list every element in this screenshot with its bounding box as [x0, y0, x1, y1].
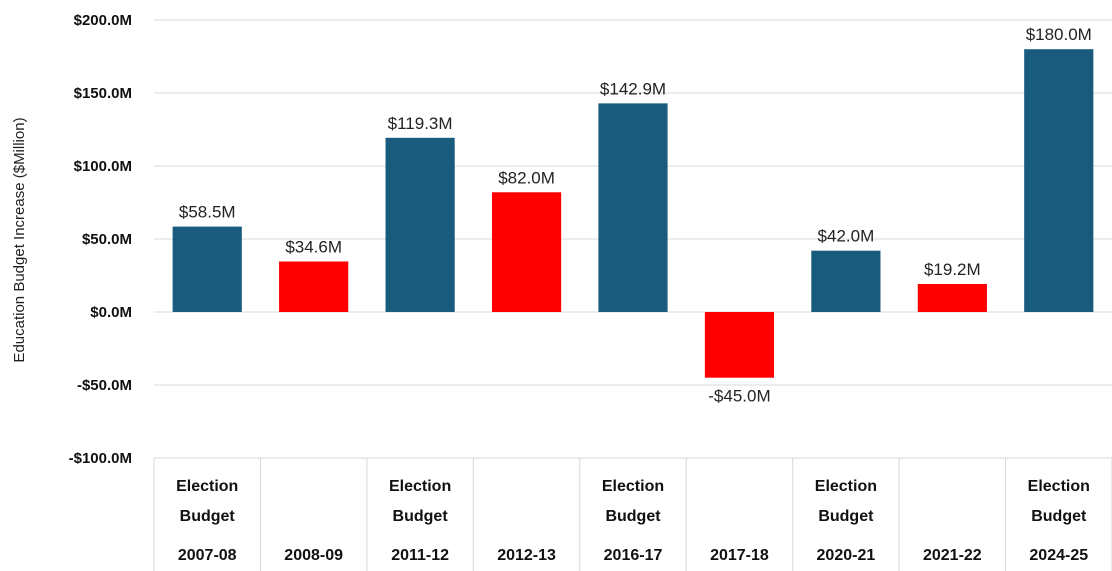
category-label: 2020-21: [817, 547, 876, 564]
bar-2011-12: [385, 137, 455, 312]
bar-2020-21: [811, 250, 881, 312]
category-label: 2011-12: [391, 547, 449, 564]
data-label: $34.6M: [285, 237, 342, 256]
group-label: Budget: [818, 508, 874, 525]
group-label: Budget: [1031, 508, 1087, 525]
group-label: Election: [389, 478, 451, 495]
data-label: $19.2M: [924, 260, 981, 279]
y-axis-label: Education Budget Increase ($Million): [11, 117, 28, 362]
category-label: 2024-25: [1029, 547, 1088, 564]
category-label: 2012-13: [497, 547, 556, 564]
bar-2017-18: [704, 312, 775, 378]
data-labels: $58.5M $34.6M $119.3M $82.0M $142.9M -$45.0M $…: [179, 25, 1092, 406]
group-label: Election: [602, 478, 664, 495]
bar-2021-22: [917, 283, 987, 312]
group-label: Election: [1028, 478, 1090, 495]
bars: [172, 49, 1094, 378]
data-label: $119.3M: [388, 114, 453, 133]
bar-2007-08: [172, 226, 242, 312]
y-axis-ticks: $200.0M $150.0M $100.0M $50.0M $0.0M -$50.0M -…: [69, 12, 132, 467]
data-label: $180.0M: [1026, 25, 1092, 44]
data-label: $142.9M: [600, 79, 666, 98]
category-label: 2017-18: [710, 547, 769, 564]
bar-2012-13: [491, 192, 562, 312]
y-tick-label: -$100.0M: [69, 450, 132, 467]
data-label: $58.5M: [179, 203, 236, 222]
group-label: Budget: [605, 508, 661, 525]
data-label: $42.0M: [818, 227, 875, 246]
category-label: 2016-17: [604, 547, 663, 564]
y-tick-label: $50.0M: [82, 231, 132, 248]
y-tick-label: $150.0M: [74, 85, 132, 102]
bar-2016-17: [598, 103, 668, 312]
y-tick-label: $200.0M: [74, 12, 132, 29]
group-label: Election: [815, 478, 877, 495]
y-tick-label: $0.0M: [90, 304, 132, 321]
category-label: 2021-22: [923, 547, 982, 564]
data-label: $82.0M: [498, 168, 555, 187]
group-label: Budget: [180, 508, 236, 525]
y-tick-label: -$50.0M: [77, 377, 132, 394]
bar-2024-25: [1024, 49, 1094, 312]
category-label: 2008-09: [284, 547, 343, 564]
y-tick-label: $100.0M: [74, 158, 132, 175]
bar-2008-09: [279, 261, 349, 312]
category-label: 2007-08: [178, 547, 237, 564]
data-label: -$45.0M: [708, 387, 770, 406]
group-label: Budget: [393, 508, 449, 525]
group-label: Election: [176, 478, 238, 495]
category-axis: Election Budget 2007-08 2008-09 Election Budg…: [153, 458, 1112, 571]
